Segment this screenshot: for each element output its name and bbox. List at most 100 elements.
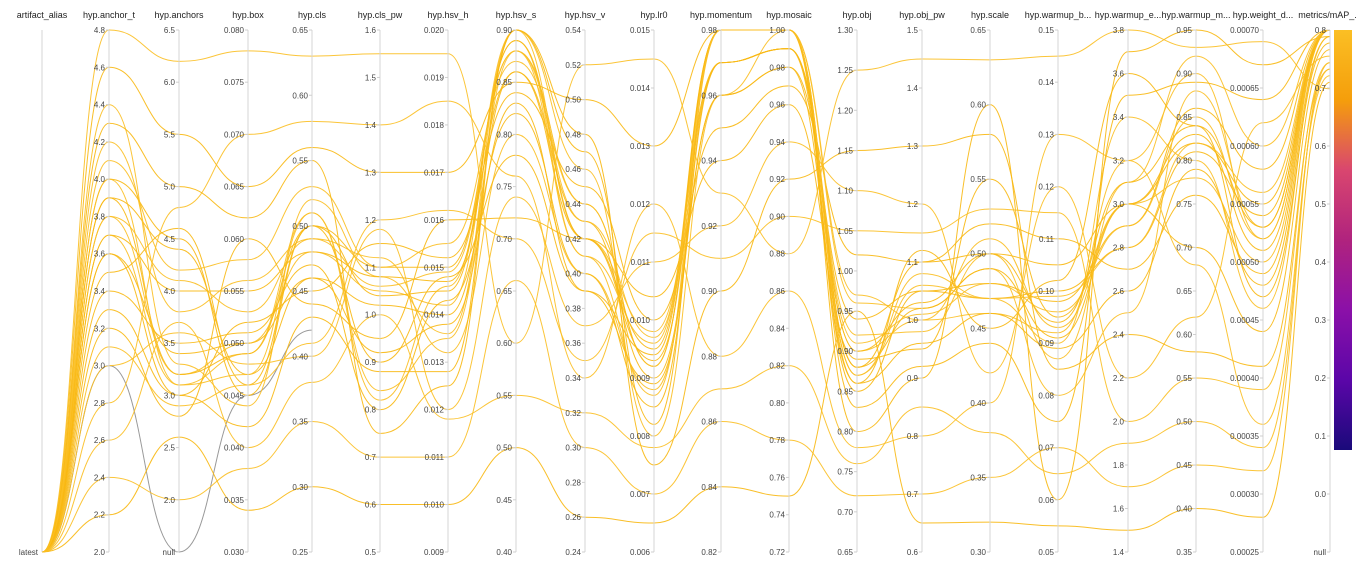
tick-label: 3.4 <box>1113 113 1125 122</box>
tick-label: 0.6 <box>365 501 377 510</box>
tick-label: 1.00 <box>769 26 785 35</box>
tick-label: 0.08 <box>1038 391 1054 400</box>
axis-title[interactable]: hyp.mosaic <box>766 10 812 20</box>
tick-label: 0.13 <box>1038 130 1054 139</box>
tick-label: 2.4 <box>94 473 106 482</box>
tick-label: 1.3 <box>365 168 377 177</box>
axis-title[interactable]: hyp.lr0 <box>640 10 667 20</box>
tick-label: 0.30 <box>565 444 581 453</box>
tick-label: 0.25 <box>292 548 308 557</box>
tick-label: 0.00035 <box>1230 432 1259 441</box>
axis-title[interactable]: hyp.scale <box>971 10 1009 20</box>
tick-label: 0.45 <box>1176 461 1192 470</box>
axis-title[interactable]: hyp.anchor_t <box>83 10 136 20</box>
tick-label: 1.2 <box>907 200 919 209</box>
tick-label: 0.35 <box>970 473 986 482</box>
tick-label: 0.9 <box>907 374 919 383</box>
tick-label: 0.018 <box>424 121 445 130</box>
axis-title[interactable]: hyp.hsv_h <box>427 10 468 20</box>
axis-title[interactable]: hyp.hsv_s <box>496 10 537 20</box>
tick-label: 0.96 <box>769 101 785 110</box>
tick-label: 1.3 <box>907 142 919 151</box>
axis-title[interactable]: hyp.warmup_b... <box>1025 10 1092 20</box>
tick-label: 0.008 <box>630 432 651 441</box>
tick-label: 0.014 <box>630 84 651 93</box>
tick-label: 0.0 <box>1315 490 1327 499</box>
tick-label: 0.70 <box>1176 244 1192 253</box>
tick-label: 1.0 <box>365 311 377 320</box>
tick-label: latest <box>19 548 39 557</box>
tick-label: 0.36 <box>565 339 581 348</box>
tick-label: 0.98 <box>769 63 785 72</box>
axis-title[interactable]: artifact_alias <box>17 10 68 20</box>
colorbar <box>1334 30 1352 450</box>
axis-title[interactable]: metrics/mAP_... <box>1298 10 1357 20</box>
tick-label: 6.0 <box>164 78 176 87</box>
tick-label: 0.38 <box>565 304 581 313</box>
tick-label: 0.016 <box>424 216 445 225</box>
tick-label: 0.45 <box>496 496 512 505</box>
tick-label: 0.76 <box>769 473 785 482</box>
tick-label: 0.82 <box>769 362 785 371</box>
axis-title[interactable]: hyp.obj <box>842 10 871 20</box>
axis-13: hyp.obj_pw 1.5 1.4 1.3 1.2 1.1 1.0 0.9 0.8 0.7 0.6 <box>899 10 945 557</box>
tick-label: 1.6 <box>1113 505 1125 514</box>
tick-label: 0.4 <box>1315 258 1327 267</box>
tick-label: 0.65 <box>970 26 986 35</box>
tick-label: 0.011 <box>631 258 651 267</box>
series-line-24 <box>41 29 1331 553</box>
tick-label: 1.5 <box>365 73 377 82</box>
tick-label: 0.90 <box>769 212 785 221</box>
axis-title[interactable]: hyp.anchors <box>154 10 204 20</box>
tick-label: 3.0 <box>1113 200 1125 209</box>
tick-label: 0.075 <box>224 78 245 87</box>
tick-label: 0.15 <box>1038 26 1054 35</box>
tick-label: 0.006 <box>630 548 651 557</box>
axis-title[interactable]: hyp.momentum <box>690 10 752 20</box>
tick-label: 0.35 <box>1176 548 1192 557</box>
tick-label: 3.0 <box>164 391 176 400</box>
tick-label: 0.55 <box>1176 374 1192 383</box>
tick-label: 0.80 <box>769 399 785 408</box>
tick-label: 0.00030 <box>1230 490 1259 499</box>
tick-label: 0.07 <box>1038 444 1054 453</box>
axis-title[interactable]: hyp.weight_d... <box>1233 10 1294 20</box>
tick-label: 0.012 <box>424 406 445 415</box>
tick-label: 0.88 <box>701 352 717 361</box>
axis-18: hyp.weight_d... 0.00070 0.00065 0.00060 0.00… <box>1230 10 1293 557</box>
axis-title[interactable]: hyp.cls_pw <box>358 10 403 20</box>
tick-label: 0.92 <box>769 175 785 184</box>
tick-label: 0.92 <box>701 222 717 231</box>
tick-label: 0.7 <box>365 453 377 462</box>
tick-label: 0.50 <box>1176 418 1192 427</box>
tick-label: 3.2 <box>94 324 106 333</box>
axis-title[interactable]: hyp.hsv_v <box>565 10 606 20</box>
tick-label: 3.5 <box>164 339 176 348</box>
tick-label: 2.0 <box>164 496 176 505</box>
tick-label: 0.72 <box>769 548 785 557</box>
tick-label: 0.14 <box>1038 78 1054 87</box>
axis-7: hyp.hsv_s 0.90 0.85 0.80 0.75 0.70 0.65 0.60 0.5… <box>496 10 537 557</box>
tick-label: 0.98 <box>701 26 717 35</box>
tick-label: 3.0 <box>94 362 106 371</box>
tick-label: 1.20 <box>837 106 853 115</box>
tick-label: 4.2 <box>94 138 106 147</box>
tick-label: 0.060 <box>224 235 245 244</box>
tick-label: 0.60 <box>496 339 512 348</box>
tick-label: 0.90 <box>1176 70 1192 79</box>
axis-title[interactable]: hyp.warmup_m... <box>1161 10 1230 20</box>
tick-label: 0.80 <box>1176 157 1192 166</box>
tick-label: 0.045 <box>224 391 245 400</box>
axis-title[interactable]: hyp.cls <box>298 10 327 20</box>
tick-label: 0.50 <box>496 444 512 453</box>
axis-title[interactable]: hyp.box <box>232 10 264 20</box>
series-line-15 <box>41 75 1331 553</box>
axis-title[interactable]: hyp.warmup_e... <box>1095 10 1162 20</box>
tick-label: 0.1 <box>1315 432 1327 441</box>
tick-label: 0.8 <box>907 432 919 441</box>
tick-label: 3.2 <box>1113 157 1125 166</box>
tick-label: 6.5 <box>164 26 176 35</box>
axis-16: hyp.warmup_e... 3.8 3.6 3.4 3.2 3.0 2.8 2.6 2.4 2… <box>1095 10 1162 557</box>
axis-title[interactable]: hyp.obj_pw <box>899 10 945 20</box>
tick-label: 4.5 <box>164 235 176 244</box>
